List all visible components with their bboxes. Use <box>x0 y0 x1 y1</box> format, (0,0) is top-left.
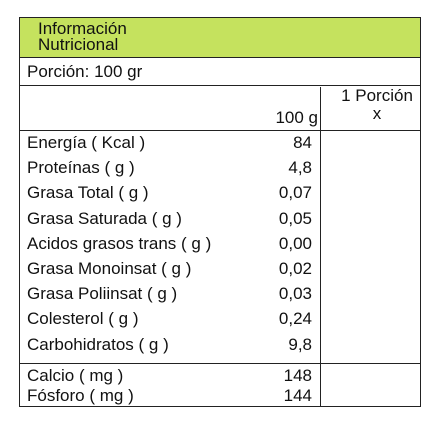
divider <box>20 130 420 131</box>
row-value: 0,24 <box>278 309 312 329</box>
row-label: Grasa Total ( g ) <box>27 183 149 203</box>
row-value: 84 <box>293 133 312 152</box>
row-label: Carbohidratos ( g ) <box>27 334 169 354</box>
row-label: Grasa Saturada ( g ) <box>27 208 182 228</box>
row-value: 0,07 <box>278 183 312 203</box>
row-label: Grasa Monoinsat ( g ) <box>27 259 192 278</box>
row-value: 4,8 <box>288 158 312 178</box>
row-label: Proteínas ( g ) <box>27 158 135 178</box>
row-value: 144 <box>283 386 312 405</box>
nutrition-table: Información Nutricional Porción: 100 gr … <box>19 17 421 407</box>
row-label: Grasa Poliinsat ( g ) <box>27 284 178 304</box>
row-value: 0,00 <box>278 233 312 253</box>
title-line-2: Nutricional <box>38 35 119 54</box>
divider <box>20 363 420 364</box>
title-line-1: Información <box>38 19 127 38</box>
row-value: 0,03 <box>278 284 312 304</box>
table-header: Información Nutricional <box>20 18 420 58</box>
row-value: 0,02 <box>278 259 312 278</box>
divider <box>20 85 420 86</box>
portion-label: Porción: 100 gr <box>27 62 143 81</box>
column-divider <box>320 87 321 407</box>
row-label: Calcio ( mg ) <box>27 366 124 385</box>
row-label: Fósforo ( mg ) <box>27 386 134 405</box>
column-header-100g: 100 g <box>275 108 318 127</box>
row-label: Energía ( Kcal ) <box>27 133 146 152</box>
row-label: Colesterol ( g ) <box>27 309 139 329</box>
column-header-portion: 1 Porción x <box>338 87 416 123</box>
row-value: 148 <box>283 366 312 385</box>
column-header-portion-line1: 1 Porción <box>341 86 413 105</box>
column-header-portion-line2: x <box>372 104 382 123</box>
row-label: Acidos grasos trans ( g ) <box>27 233 212 253</box>
table-title: Información Nutricional <box>38 19 238 54</box>
row-value: 9,8 <box>288 334 312 354</box>
row-value: 0,05 <box>278 208 312 228</box>
